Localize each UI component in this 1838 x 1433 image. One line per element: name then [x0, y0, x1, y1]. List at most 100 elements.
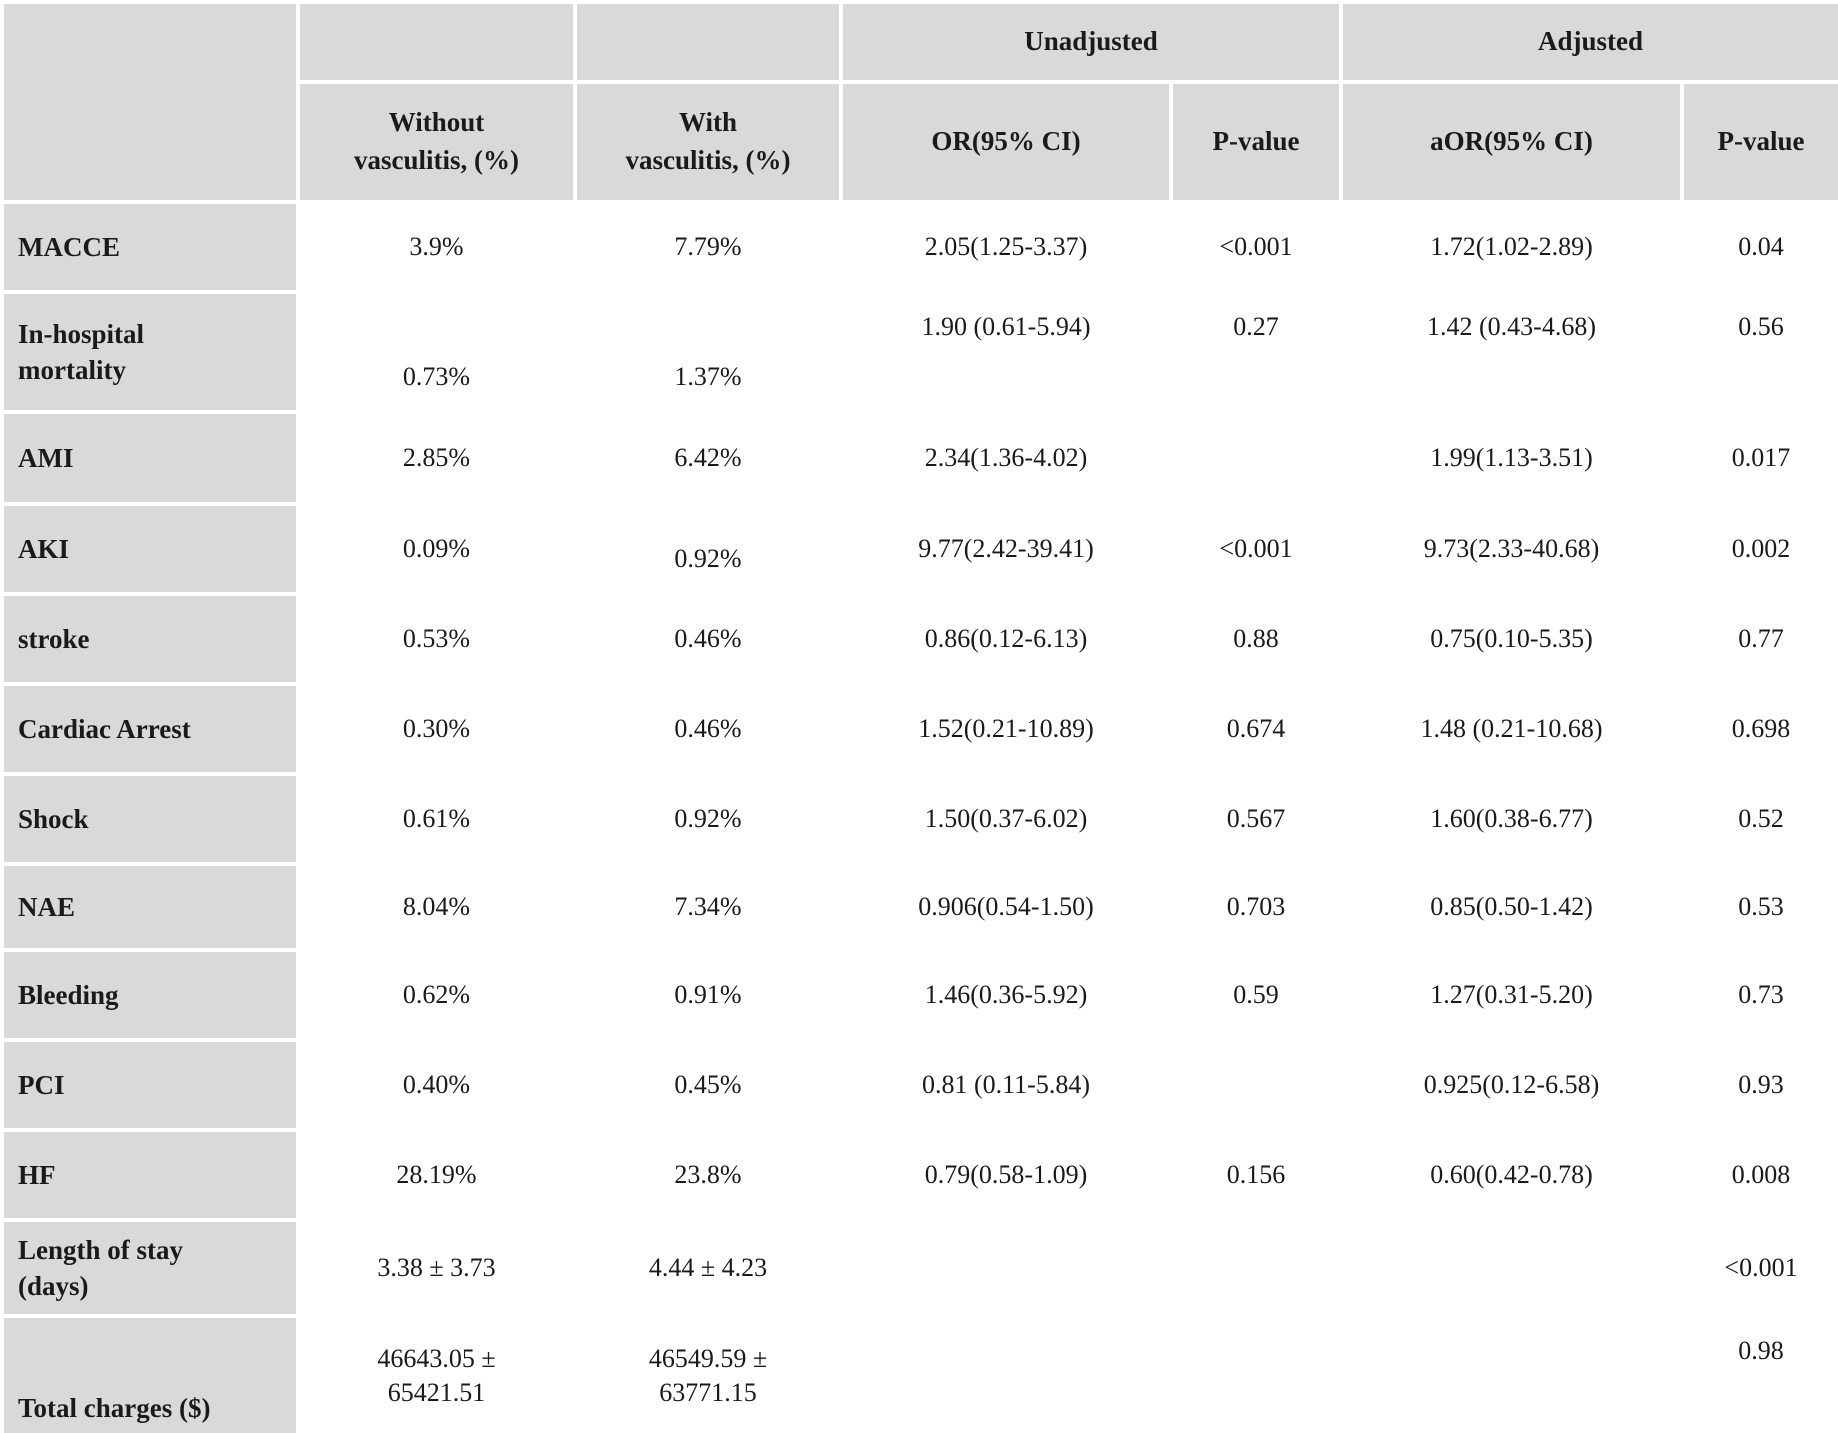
- cell-adjusted-pvalue: 0.56: [1680, 290, 1838, 414]
- cell-adjusted-aor: [1339, 1314, 1685, 1433]
- row-label: AKI: [0, 502, 300, 596]
- cell-without-vasculitis: 2.85%: [296, 410, 577, 506]
- group-header-unadjusted: Unadjusted: [838, 0, 1344, 84]
- cell-adjusted-aor: 0.925(0.12-6.58): [1339, 1038, 1685, 1132]
- cell-adjusted-aor: 1.48 (0.21-10.68): [1339, 682, 1685, 776]
- cell-adjusted-pvalue: 0.698: [1680, 682, 1838, 776]
- cell-without-vasculitis: 46643.05 ± 65421.51: [296, 1314, 577, 1433]
- cell-unadjusted-pvalue: 0.703: [1168, 862, 1344, 952]
- cell-unadjusted-or: 9.77(2.42-39.41): [839, 502, 1173, 596]
- cell-adjusted-aor: 0.85(0.50-1.42): [1339, 862, 1685, 952]
- cell-adjusted-pvalue: 0.53: [1680, 862, 1838, 952]
- row-label: Bleeding: [0, 948, 300, 1042]
- cell-adjusted-aor: 1.27(0.31-5.20): [1339, 948, 1685, 1042]
- cell-adjusted-pvalue: 0.73: [1680, 948, 1838, 1042]
- cell-unadjusted-or: 1.52(0.21-10.89): [839, 682, 1173, 776]
- cell-unadjusted-or: 2.34(1.36-4.02): [839, 410, 1173, 506]
- group-header-adjusted: Adjusted: [1339, 0, 1838, 84]
- cell-adjusted-aor: 1.60(0.38-6.77): [1339, 772, 1685, 866]
- cell-adjusted-aor: 0.75(0.10-5.35): [1339, 592, 1685, 686]
- cell-without-vasculitis: 0.09%: [296, 502, 577, 596]
- cell-adjusted-pvalue: 0.008: [1680, 1128, 1838, 1222]
- cell-with-vasculitis: 7.79%: [573, 200, 843, 294]
- table-row-ami: AMI 2.85% 6.42% 2.34(1.36-4.02) 1.99(1.1…: [0, 410, 1838, 506]
- cell-without-vasculitis: 3.9%: [296, 200, 577, 294]
- cell-unadjusted-pvalue: [1168, 1218, 1344, 1318]
- table-row-bleeding: Bleeding 0.62% 0.91% 1.46(0.36-5.92) 0.5…: [0, 948, 1838, 1042]
- cell-without-vasculitis: 0.62%: [296, 948, 577, 1042]
- row-label: stroke: [0, 592, 300, 686]
- col-header-adjusted-pvalue: P-value: [1680, 80, 1838, 204]
- cell-unadjusted-pvalue: 0.567: [1168, 772, 1344, 866]
- table-row-in-hospital-mortality: In-hospital mortality 0.73% 1.37% 1.90 (…: [0, 290, 1838, 414]
- cell-unadjusted-or: 1.50(0.37-6.02): [839, 772, 1173, 866]
- cell-adjusted-aor: 1.99(1.13-3.51): [1339, 410, 1685, 506]
- cell-without-vasculitis: 0.53%: [296, 592, 577, 686]
- cell-without-vasculitis: 0.40%: [296, 1038, 577, 1132]
- cell-unadjusted-pvalue: 0.674: [1168, 682, 1344, 776]
- header-group-row: Unadjusted Adjusted: [0, 0, 1838, 204]
- cell-unadjusted-or: 0.81 (0.11-5.84): [839, 1038, 1173, 1132]
- col-header-adjusted-aor: aOR(95% CI): [1339, 80, 1685, 204]
- table-row-stroke: stroke 0.53% 0.46% 0.86(0.12-6.13) 0.88 …: [0, 592, 1838, 686]
- cell-adjusted-aor: [1339, 1218, 1685, 1318]
- table-row-cardiac-arrest: Cardiac Arrest 0.30% 0.46% 1.52(0.21-10.…: [0, 682, 1838, 776]
- row-label: Total charges ($): [0, 1314, 300, 1433]
- cell-adjusted-pvalue: 0.002: [1680, 502, 1838, 596]
- cell-adjusted-aor: 1.42 (0.43-4.68): [1339, 290, 1685, 414]
- cell-adjusted-pvalue: 0.77: [1680, 592, 1838, 686]
- cell-unadjusted-pvalue: [1168, 410, 1344, 506]
- row-label: Cardiac Arrest: [0, 682, 300, 776]
- cell-with-vasculitis: 23.8%: [573, 1128, 843, 1222]
- cell-without-vasculitis: 28.19%: [296, 1128, 577, 1222]
- cell-unadjusted-pvalue: 0.156: [1168, 1128, 1344, 1222]
- cell-adjusted-aor: 9.73(2.33-40.68): [1339, 502, 1685, 596]
- cell-unadjusted-or: 0.79(0.58-1.09): [839, 1128, 1173, 1222]
- cell-with-vasculitis: 46549.59 ± 63771.15: [573, 1314, 843, 1433]
- row-label: HF: [0, 1128, 300, 1222]
- col-header-with-vasculitis: With vasculitis, (%): [573, 80, 843, 204]
- corner-cell: [0, 0, 300, 204]
- cell-without-vasculitis: 8.04%: [296, 862, 577, 952]
- cell-unadjusted-pvalue: [1168, 1314, 1344, 1433]
- cell-unadjusted-or: 2.05(1.25-3.37): [839, 200, 1173, 294]
- cell-unadjusted-pvalue: 0.59: [1168, 948, 1344, 1042]
- row-label: Shock: [0, 772, 300, 866]
- table-row-pci: PCI 0.40% 0.45% 0.81 (0.11-5.84) 0.925(0…: [0, 1038, 1838, 1132]
- cell-unadjusted-pvalue: <0.001: [1168, 502, 1344, 596]
- cell-adjusted-pvalue: 0.93: [1680, 1038, 1838, 1132]
- cell-unadjusted-or: 1.90 (0.61-5.94): [839, 290, 1173, 414]
- row-label: MACCE: [0, 200, 300, 294]
- row-label: NAE: [0, 862, 300, 952]
- cell-without-vasculitis: 3.38 ± 3.73: [296, 1218, 577, 1318]
- cell-unadjusted-pvalue: [1168, 1038, 1344, 1132]
- cell-unadjusted-or: 0.906(0.54-1.50): [839, 862, 1173, 952]
- col-header-unadjusted-pvalue: P-value: [1168, 80, 1344, 204]
- empty-header-cell: [573, 0, 843, 84]
- table-row-hf: HF 28.19% 23.8% 0.79(0.58-1.09) 0.156 0.…: [0, 1128, 1838, 1222]
- cell-adjusted-pvalue: 0.98: [1680, 1314, 1838, 1433]
- cell-with-vasculitis: 4.44 ± 4.23: [573, 1218, 843, 1318]
- empty-header-cell: [296, 0, 577, 84]
- row-label: PCI: [0, 1038, 300, 1132]
- col-header-unadjusted-or: OR(95% CI): [839, 80, 1173, 204]
- column-header-row: Without vasculitis, (%) With vasculitis,…: [2, 80, 1838, 204]
- row-label: Length of stay (days): [0, 1218, 300, 1318]
- cell-unadjusted-or: 0.86(0.12-6.13): [839, 592, 1173, 686]
- cell-without-vasculitis: 0.73%: [296, 290, 577, 414]
- cell-adjusted-pvalue: 0.017: [1680, 410, 1838, 506]
- row-label: In-hospital mortality: [0, 290, 300, 414]
- cell-unadjusted-or: 1.46(0.36-5.92): [839, 948, 1173, 1042]
- cell-with-vasculitis: 0.45%: [573, 1038, 843, 1132]
- cell-adjusted-aor: 1.72(1.02-2.89): [1339, 200, 1685, 294]
- cell-with-vasculitis: 0.46%: [573, 592, 843, 686]
- table-row-length-of-stay: Length of stay (days) 3.38 ± 3.73 4.44 ±…: [0, 1218, 1838, 1318]
- cell-with-vasculitis: 1.37%: [573, 290, 843, 414]
- col-header-without-vasculitis: Without vasculitis, (%): [296, 80, 577, 204]
- cell-adjusted-aor: 0.60(0.42-0.78): [1339, 1128, 1685, 1222]
- cell-with-vasculitis: 6.42%: [573, 410, 843, 506]
- cell-unadjusted-pvalue: 0.27: [1168, 290, 1344, 414]
- cell-with-vasculitis: 0.46%: [573, 682, 843, 776]
